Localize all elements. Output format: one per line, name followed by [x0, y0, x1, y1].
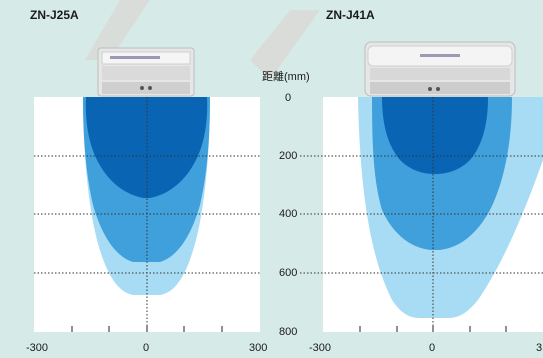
- left-sensor-image: [97, 47, 195, 97]
- right-zone-inner: [382, 97, 488, 174]
- distance-gridlines: [34, 155, 543, 274]
- right-x-tick-center: 0: [429, 342, 436, 354]
- distance-tick-400: 400: [279, 208, 298, 220]
- left-plot: [34, 47, 260, 332]
- left-model-title: ZN-J25A: [30, 8, 79, 22]
- right-plot: [323, 41, 543, 332]
- distance-tick-800: 800: [279, 326, 298, 338]
- distance-tick-200: 200: [279, 150, 298, 162]
- left-x-tick-min: -300: [26, 342, 49, 354]
- right-sensor-image: [364, 41, 516, 97]
- right-model-title: ZN-J41A: [326, 8, 375, 22]
- left-x-tick-center: 0: [143, 342, 150, 354]
- distance-tick-0: 0: [285, 92, 292, 104]
- distance-tick-600: 600: [279, 267, 298, 279]
- right-x-tick-min: -300: [309, 342, 332, 354]
- left-x-tick-max: 300: [249, 342, 268, 354]
- distance-axis-label: 距離(mm): [262, 71, 310, 83]
- right-x-tick-max: 3: [536, 342, 543, 354]
